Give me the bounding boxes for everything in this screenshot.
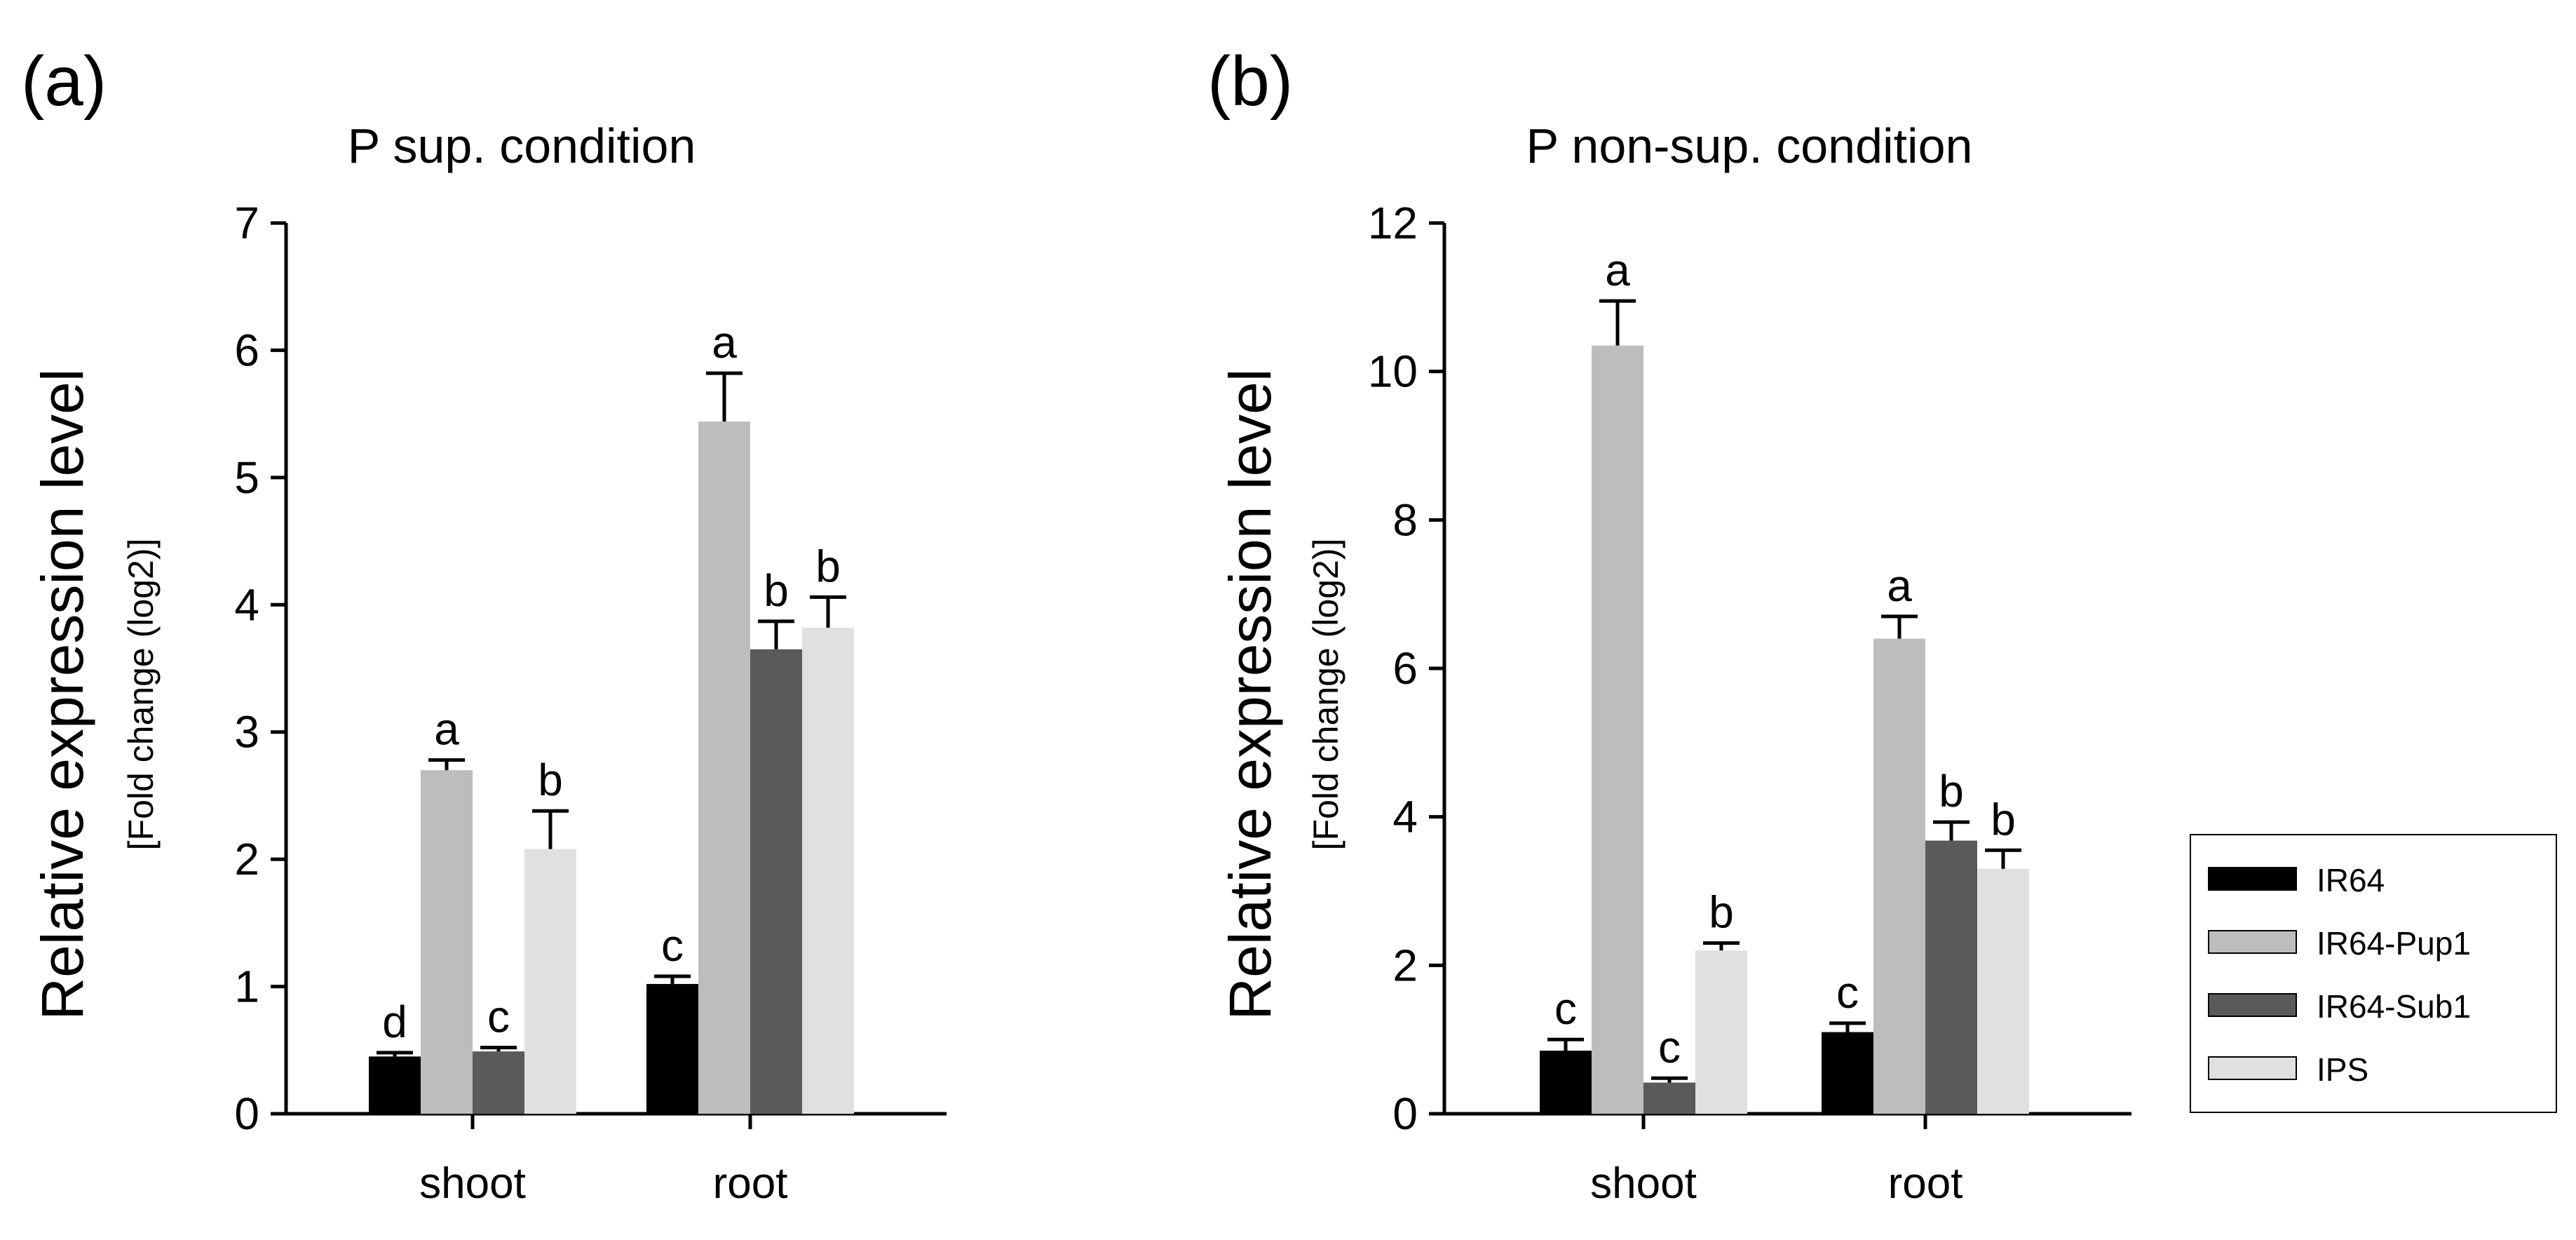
legend-swatch-ips [2208,1056,2297,1080]
bar-ir64-pup1-shoot [1592,345,1643,1114]
y-tick-label: 12 [1368,198,1418,248]
panel-b-ylabel-sub: [Fold change (log2)] [1306,539,1345,851]
sig-letter-ir64-root: c [1836,967,1859,1018]
sig-letter-ips-root: b [815,541,841,591]
x-category-label-root: root [713,1159,788,1208]
sig-letter-ir64-shoot: c [1554,983,1577,1034]
bar-ir64-root [1822,1032,1873,1114]
sig-letter-ir64-pup1-shoot: a [434,704,459,755]
y-tick-label: 1 [234,962,259,1012]
legend-label-ips: IPS [2317,1051,2368,1088]
sig-letter-ir64-pup1-root: a [712,317,737,368]
bar-ips-shoot [1695,950,1747,1114]
sig-letter-ir64-sub1-shoot: c [1658,1022,1681,1072]
bar-ips-shoot [524,849,576,1114]
sig-letter-ips-root: b [1991,794,2016,844]
sig-letter-ir64-sub1-shoot: c [487,992,510,1042]
panel-b-title: P non-sup. condition [1526,119,1973,173]
x-category-label-shoot: shoot [419,1159,526,1208]
panel-b: (b) P non-sup. condition Relative expres… [1207,42,2131,1208]
sig-letter-ir64-root: c [661,920,684,971]
sig-letter-ir64-pup1-root: a [1887,560,1912,611]
sig-letter-ir64-sub1-root: b [764,565,789,616]
legend-item-ips: IPS [2208,1051,2368,1088]
bar-ips-root [802,627,854,1114]
bar-ir64-sub1-shoot [1643,1082,1695,1114]
x-category-label-root: root [1888,1159,1963,1208]
y-tick-label: 3 [234,707,259,757]
legend-label-ir64-sub1: IR64-Sub1 [2317,988,2471,1025]
panel-a-axes: 0 1 2 3 4 5 6 7 shoot root [234,198,947,1208]
legend-label-ir64-pup1: IR64-Pup1 [2317,925,2471,962]
y-tick-label: 4 [1392,792,1418,842]
y-tick-label: 4 [234,579,259,630]
bar-ir64-pup1-shoot [421,770,473,1114]
bar-ir64-pup1-root [1873,638,1925,1114]
panel-a-title: P sup. condition [348,119,696,173]
bar-ir64-root [646,983,698,1114]
y-tick-label: 7 [234,198,259,248]
y-tick-label: 0 [234,1089,259,1139]
bar-ir64-pup1-root [698,422,750,1114]
legend-item-ir64: IR64 [2208,862,2385,898]
sig-letter-ips-shoot: b [538,755,563,805]
bar-ir64-sub1-root [750,649,802,1114]
sig-letter-ips-shoot: b [1709,887,1734,938]
legend-item-ir64-sub1: IR64-Sub1 [2208,988,2471,1025]
sig-letter-ir64-shoot: d [382,997,407,1047]
legend: IR64 IR64-Pup1 IR64-Sub1 IPS [2190,834,2557,1113]
y-tick-label: 0 [1392,1089,1418,1139]
panel-b-ylabel: Relative expression level [1217,368,1283,1020]
legend-swatch-ir64 [2208,867,2297,891]
panel-a-ylabel: Relative expression level [29,368,95,1020]
y-tick-label: 6 [1392,643,1418,694]
bar-ir64-sub1-root [1925,840,1977,1114]
y-tick-label: 6 [234,325,259,375]
sig-letter-ir64-sub1-root: b [1939,766,1964,816]
legend-label-ir64: IR64 [2317,862,2385,898]
sig-letter-ir64-pup1-shoot: a [1605,245,1630,295]
x-category-label-shoot: shoot [1590,1159,1697,1208]
panel-a-label: (a) [21,42,107,121]
legend-swatch-ir64-sub1 [2208,993,2297,1017]
panel-b-label: (b) [1207,42,1293,121]
legend-item-ir64-pup1: IR64-Pup1 [2208,925,2471,962]
bar-ir64-sub1-shoot [473,1051,524,1114]
y-tick-label: 2 [234,834,259,884]
panel-a: (a) P sup. condition Relative expression… [21,42,947,1208]
bar-ir64-shoot [1540,1051,1592,1114]
y-tick-label: 2 [1392,940,1418,990]
y-tick-label: 8 [1392,494,1418,545]
panel-a-ylabel-sub: [Fold change (log2)] [121,539,161,851]
bar-ir64-shoot [369,1056,421,1114]
y-tick-label: 10 [1368,346,1418,397]
legend-swatch-ir64-pup1 [2208,930,2297,954]
y-tick-label: 5 [234,452,259,503]
bar-ips-root [1977,868,2029,1114]
